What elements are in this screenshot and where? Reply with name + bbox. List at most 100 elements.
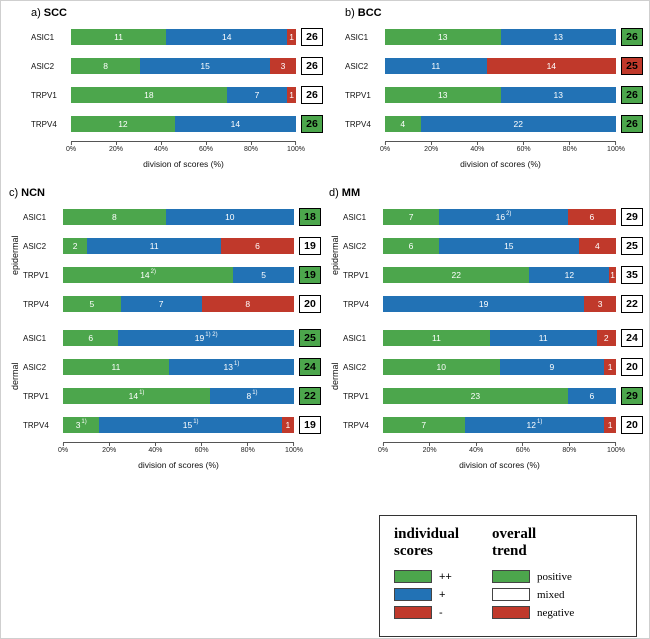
channel-label: TRPV4: [343, 420, 369, 430]
segment-value: 5: [261, 270, 266, 280]
segment-value: 12: [564, 270, 575, 280]
axis-tick: 60%: [517, 142, 531, 153]
segment-value: 14: [222, 32, 232, 42]
bar-row: ASIC2 6 15 4 25: [343, 237, 643, 255]
legend-item-score: ++: [394, 570, 472, 583]
channel-label: TRPV4: [345, 119, 371, 129]
tick-mark: [523, 142, 525, 145]
bar-segment-green: 3 1): [63, 417, 100, 433]
panel-title: c) NCN: [9, 187, 321, 199]
segment-value: 7: [254, 90, 260, 100]
segment-footnote: 1): [81, 419, 87, 425]
axis-tick: 80%: [244, 142, 258, 153]
total-box: 35: [621, 266, 643, 284]
total-box: 22: [299, 387, 321, 405]
axis-title: division of scores (%): [138, 460, 219, 470]
group-label-epidermal: epidermal: [10, 235, 20, 276]
bar-segment-green: 10: [383, 359, 500, 375]
tick-label: 100%: [607, 146, 625, 153]
legend-individual-items: ++ + -: [394, 570, 472, 624]
bar-segment-green: 14 1): [63, 388, 210, 404]
bar-segment-red: 14: [486, 58, 616, 74]
channel-label: TRPV1: [23, 270, 49, 280]
bar-segment-blue: 12: [529, 267, 610, 283]
bar-row: ASIC2 11 14 25: [345, 57, 643, 75]
segment-value: 6: [88, 333, 94, 343]
tick-label: 40%: [153, 146, 169, 153]
bar-row: TRPV1 14 1) 8 1) 22: [23, 387, 321, 405]
segment-value: 15: [504, 241, 514, 251]
bar-segment-green: 7: [383, 209, 440, 225]
bar-segment-green: 14 2): [63, 267, 234, 283]
segment-value: 1: [607, 362, 613, 372]
bar-row: ASIC1 11 14 1 26: [31, 28, 323, 46]
bar-row: ASIC2 8 15 3 26: [31, 57, 323, 75]
tick-label: 100%: [607, 447, 625, 454]
axis-tick: 100%: [607, 443, 625, 454]
axis-tick: 100%: [285, 443, 303, 454]
axis-tick: 100%: [607, 142, 625, 153]
tick-label: 0%: [379, 146, 391, 153]
bar-segment-blue: 7: [226, 87, 288, 103]
tick-label: 80%: [562, 146, 577, 153]
bar-segment-red: 1: [604, 359, 616, 375]
trend-swatch-positive: [492, 570, 530, 583]
axis-title: division of scores (%): [143, 159, 224, 169]
stacked-bar: 14 2) 5: [63, 267, 294, 283]
panel-mm: d) MM epidermal ASIC1 7 16 2) 6 29 ASIC2 6 15 4 25 TRP…: [329, 187, 643, 470]
total-box: 19: [299, 237, 321, 255]
stacked-bar: 8 15 3: [71, 58, 296, 74]
segment-value: 15: [182, 420, 193, 430]
stacked-bar: 5 7 8: [63, 296, 294, 312]
segment-value: 7: [408, 212, 414, 222]
total-box: 25: [621, 57, 643, 75]
tick-mark: [615, 142, 617, 145]
bar-segment-blue: 15 1): [99, 417, 282, 433]
panel-letter: c): [9, 187, 19, 199]
panel-name: NCN: [21, 187, 46, 199]
total-box: 18: [299, 208, 321, 226]
segment-value: 1: [285, 420, 291, 430]
channel-label: TRPV1: [31, 90, 57, 100]
tick-label: 60%: [194, 447, 209, 454]
segment-value: 13: [438, 32, 448, 42]
legend-item-score: +: [394, 588, 472, 601]
trend-swatch-mixed: [492, 588, 530, 601]
segment-value: 15: [200, 61, 210, 71]
bar-segment-green: 11: [63, 359, 169, 375]
segment-value: 3: [280, 61, 286, 71]
bar-row: ASIC1 13 13 26: [345, 28, 643, 46]
segment-footnote: 1): [234, 361, 240, 367]
tick-label: 20%: [424, 146, 439, 153]
segment-value: 13: [553, 90, 563, 100]
bar-row: ASIC2 2 11 6 19: [23, 237, 321, 255]
bar-row: ASIC1 8 10 18: [23, 208, 321, 226]
stacked-bar: 11 14: [385, 58, 616, 74]
trend-label: positive: [537, 570, 572, 583]
row-group: ASIC1 13 13 26 ASIC2 11 14 25 TRPV1 13 13 26 TRPV4 4 2…: [345, 28, 643, 133]
total-box: 26: [621, 115, 643, 133]
bar-row: TRPV4 7 12 1) 1 20: [343, 416, 643, 434]
segment-value: 10: [436, 362, 446, 372]
row-group: ASIC1 11 14 1 26 ASIC2 8 15 3 26 TRPV1 18 7 1 26 TRPV4 1…: [31, 28, 323, 133]
bar-segment-blue: 8 1): [210, 388, 294, 404]
segment-value: 11: [538, 333, 548, 343]
channel-label: TRPV1: [343, 391, 369, 401]
legend-individual-header: individual scores: [394, 526, 460, 559]
score-swatch-blue: [394, 588, 432, 601]
bar-segment-green: 6: [63, 330, 119, 346]
panel-title: a) SCC: [31, 7, 323, 19]
legend-item-score: -: [394, 606, 472, 619]
bar-row: ASIC2 11 13 1) 24: [23, 358, 321, 376]
tick-label: 100%: [285, 447, 303, 454]
tick-label: 0%: [57, 447, 69, 454]
bar-segment-blue: 22: [420, 116, 616, 132]
segment-value: 11: [111, 362, 121, 372]
stacked-bar: 14 1) 8 1): [63, 388, 294, 404]
bar-row: ASIC2 10 9 1 20: [343, 358, 643, 376]
segment-value: 11: [149, 241, 159, 251]
x-axis: 0% 20% 40% 60% 80% 100%: [378, 442, 625, 457]
total-box: 20: [299, 295, 321, 313]
panel-name: SCC: [43, 7, 68, 19]
